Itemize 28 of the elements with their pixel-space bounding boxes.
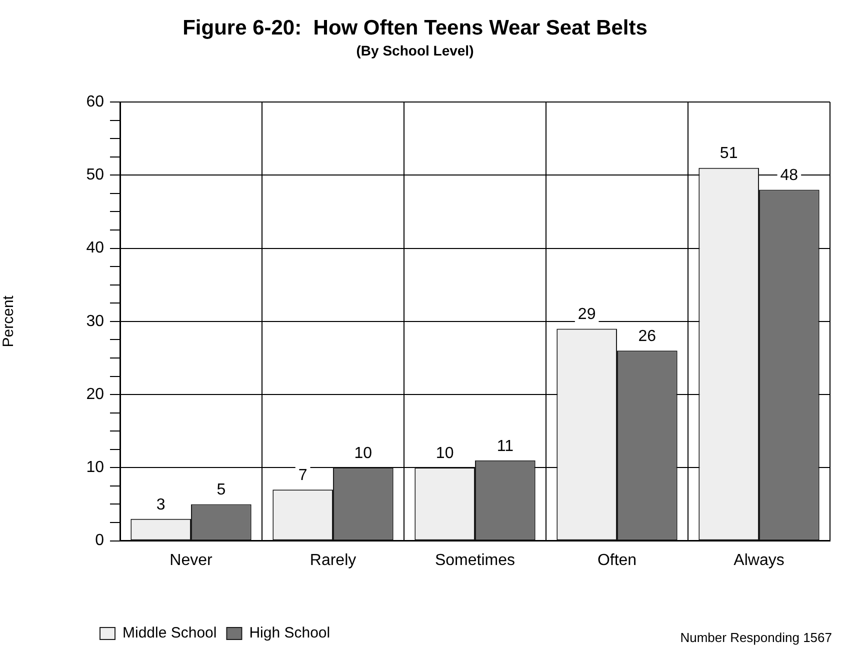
y-tick-label: 50	[86, 166, 104, 184]
legend-label: Middle School	[122, 624, 217, 642]
x-tick-label: Never	[170, 552, 214, 569]
data-label: 29	[578, 306, 596, 324]
y-tick-label: 60	[86, 93, 104, 110]
data-label: 3	[156, 496, 166, 514]
x-tick-label: Always	[734, 552, 784, 569]
data-label: 5	[216, 482, 226, 499]
x-tick-label: Often	[597, 552, 637, 569]
y-tick-label: 40	[86, 240, 104, 257]
data-label: 11	[496, 438, 514, 455]
chart-subtitle: (By School Level)	[356, 42, 474, 58]
text: Number Responding 1567	[680, 630, 832, 645]
y-tick-label: 0	[95, 532, 104, 550]
data-label: 7	[298, 467, 308, 484]
y-tick-label: 10	[86, 459, 104, 476]
data-label: 51	[720, 145, 738, 162]
data-label: 10	[436, 445, 454, 462]
y-axis-title: Percent	[0, 294, 18, 348]
data-label: 10	[354, 445, 372, 462]
chart-title: Figure 6-20: How Often Teens Wear Seat Belts	[182, 16, 648, 40]
data-label: 48	[780, 167, 798, 184]
x-tick-label: Rarely	[310, 552, 356, 569]
y-tick-label: 30	[86, 312, 104, 330]
y-tick-label: 20	[86, 386, 104, 403]
x-tick-label: Sometimes	[434, 552, 516, 569]
data-label: 26	[638, 328, 656, 346]
legend-label: High School	[249, 624, 330, 642]
